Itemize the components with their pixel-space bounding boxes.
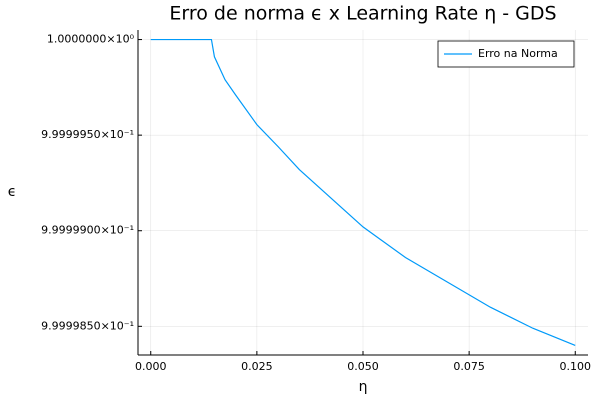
chart-title: Erro de norma ϵ x Learning Rate η - GDS [169, 3, 556, 25]
line-series [150, 38, 576, 346]
y-axis-label: ϵ [8, 184, 17, 200]
x-tick-label: 0.025 [241, 360, 273, 373]
legend-label: Erro na Norma [478, 47, 558, 60]
x-tick-label: 0.000 [135, 360, 167, 373]
y-tick-label: 9.9999950×10⁻¹ [41, 128, 134, 141]
y-tick-label: 9.9999850×10⁻¹ [41, 319, 134, 332]
x-tick-label: 0.050 [347, 360, 379, 373]
x-tick-label: 0.075 [453, 360, 485, 373]
y-tick-label: 9.9999900×10⁻¹ [41, 224, 134, 237]
x-tick-label: 0.100 [560, 360, 592, 373]
x-axis-label: η [359, 379, 368, 395]
y-tick-label: 1.0000000×10⁰ [47, 33, 135, 46]
